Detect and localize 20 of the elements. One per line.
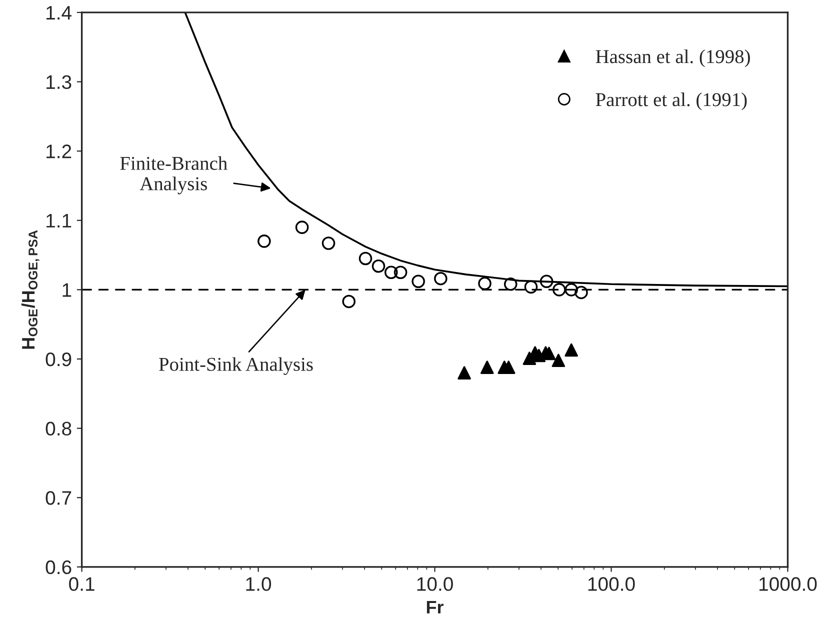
x-tick-label: 1000.0 [759, 577, 817, 591]
y-tick-label: 1.4 [46, 6, 72, 20]
annotation: Finite-Branch Analysis [120, 156, 228, 194]
y-tick-label: 1 [62, 283, 72, 297]
legend-label: Parrott et al. (1991) [596, 92, 747, 110]
annotation: Point-Sink Analysis [159, 357, 313, 375]
legend-label: Hassan et al. (1998) [596, 50, 750, 68]
y-tick-label: 0.8 [46, 422, 72, 436]
x-axis-title: Fr [426, 600, 444, 614]
x-tick-label: 100.0 [588, 577, 635, 591]
y-tick-label: 1.1 [46, 214, 72, 228]
x-tick-label: 1.0 [246, 577, 272, 591]
y-tick-label: 1.2 [46, 144, 72, 158]
y-tick-label: 0.9 [46, 352, 72, 366]
y-tick-label: 1.3 [46, 75, 72, 90]
y-axis-title: H$_{OGE}$/H$_{OGE,PSA}$ [21, 230, 40, 349]
x-tick-label: 0.1 [69, 577, 94, 591]
y-tick-label: 0.6 [46, 560, 72, 574]
y-tick-label: 0.7 [46, 491, 72, 505]
x-tick-label: 10.0 [417, 577, 453, 591]
